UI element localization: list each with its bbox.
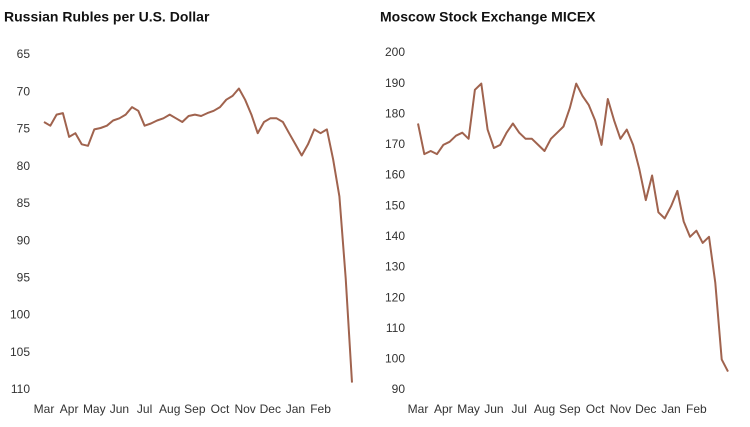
- line: [43, 87, 353, 383]
- x-tick-label: Feb: [310, 402, 331, 416]
- x-tick-label: Dec: [635, 402, 656, 416]
- x-tick-label: Jan: [286, 402, 305, 416]
- y-tick-label: 140: [385, 229, 405, 243]
- x-tick-label: Apr: [60, 402, 79, 416]
- y-tick-label: 75: [17, 122, 31, 136]
- y-tick-label: 70: [17, 84, 31, 98]
- x-tick-label: Oct: [586, 402, 605, 416]
- x-tick-label: Oct: [211, 402, 230, 416]
- y-tick-label: 150: [385, 198, 405, 212]
- x-tick-label: Jul: [512, 402, 527, 416]
- x-tick-label: Jul: [137, 402, 152, 416]
- y-tick-label: 110: [386, 321, 405, 335]
- y-tick-label: 190: [385, 76, 405, 90]
- y-tick-label: 100: [385, 352, 405, 366]
- y-tick-label: 85: [17, 196, 31, 210]
- x-tick-label: Mar: [408, 402, 429, 416]
- x-tick-label: Mar: [34, 402, 55, 416]
- y-tick-label: 100: [10, 308, 30, 322]
- y-tick-label: 90: [392, 382, 406, 396]
- x-tick-label: Sep: [559, 402, 581, 416]
- y-tick-label: 180: [385, 106, 405, 120]
- y-tick-label: 170: [385, 137, 405, 151]
- y-tick-label: 200: [385, 45, 405, 59]
- x-tick-label: Nov: [610, 402, 631, 416]
- x-tick-label: Nov: [234, 402, 255, 416]
- x-tick-label: Aug: [534, 402, 555, 416]
- chart-title: Moscow Stock Exchange MICEX: [380, 9, 596, 25]
- x-tick-label: Feb: [686, 402, 707, 416]
- line: [417, 82, 729, 373]
- y-tick-label: 90: [17, 233, 31, 247]
- y-tick-label: 65: [17, 47, 31, 61]
- x-tick-label: Jun: [110, 402, 129, 416]
- chart-title: Russian Rubles per U.S. Dollar: [4, 9, 210, 25]
- x-tick-label: Jan: [661, 402, 680, 416]
- x-tick-label: Dec: [260, 402, 281, 416]
- x-tick-label: Aug: [159, 402, 180, 416]
- y-tick-label: 80: [17, 159, 31, 173]
- y-tick-label: 110: [11, 382, 30, 396]
- y-tick-label: 120: [385, 290, 405, 304]
- x-tick-label: May: [457, 402, 480, 416]
- x-tick-label: Sep: [184, 402, 206, 416]
- x-tick-label: Apr: [434, 402, 453, 416]
- x-tick-label: May: [83, 402, 106, 416]
- y-tick-label: 160: [385, 168, 405, 182]
- y-tick-label: 95: [17, 271, 31, 285]
- y-tick-label: 105: [10, 345, 30, 359]
- y-tick-label: 130: [385, 260, 405, 274]
- x-tick-label: Jun: [484, 402, 503, 416]
